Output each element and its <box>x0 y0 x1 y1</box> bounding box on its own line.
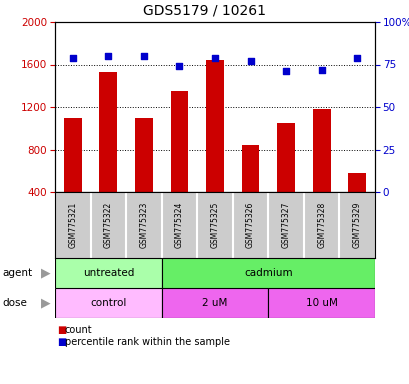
Point <box>282 68 289 74</box>
Point <box>353 55 360 61</box>
Text: GSM775327: GSM775327 <box>281 202 290 248</box>
Text: GSM775324: GSM775324 <box>175 202 184 248</box>
Bar <box>55 258 161 288</box>
Point <box>140 53 147 59</box>
Bar <box>99 72 117 192</box>
Text: 2 uM: 2 uM <box>202 298 227 308</box>
Bar <box>348 173 365 192</box>
Text: percentile rank within the sample: percentile rank within the sample <box>65 337 229 347</box>
Text: GSM775328: GSM775328 <box>317 202 326 248</box>
Bar <box>64 118 81 192</box>
Bar <box>312 109 330 192</box>
Text: control: control <box>90 298 126 308</box>
Text: agent: agent <box>2 268 32 278</box>
Bar <box>161 288 267 318</box>
Text: cadmium: cadmium <box>243 268 292 278</box>
Text: GSM775326: GSM775326 <box>245 202 254 248</box>
Point <box>70 55 76 61</box>
Bar <box>241 145 259 192</box>
Text: ■: ■ <box>57 325 66 335</box>
Text: dose: dose <box>2 298 27 308</box>
Text: ▶: ▶ <box>41 266 51 280</box>
Bar <box>161 258 374 288</box>
Point <box>211 55 218 61</box>
Text: GSM775322: GSM775322 <box>103 202 112 248</box>
Text: GSM775329: GSM775329 <box>352 202 361 248</box>
Text: ■: ■ <box>57 337 66 347</box>
Text: ▶: ▶ <box>41 296 51 310</box>
Text: GSM775325: GSM775325 <box>210 202 219 248</box>
Bar <box>170 91 188 192</box>
Bar <box>206 60 223 192</box>
Text: GSM775321: GSM775321 <box>68 202 77 248</box>
Text: count: count <box>65 325 92 335</box>
Text: GSM775323: GSM775323 <box>139 202 148 248</box>
Bar <box>135 118 153 192</box>
Point <box>318 66 324 73</box>
Point <box>105 53 111 59</box>
Bar <box>267 288 374 318</box>
Point <box>176 63 182 69</box>
Bar <box>276 123 294 192</box>
Bar <box>55 288 161 318</box>
Text: GDS5179 / 10261: GDS5179 / 10261 <box>143 4 266 18</box>
Text: 10 uM: 10 uM <box>305 298 337 308</box>
Point <box>247 58 253 64</box>
Text: untreated: untreated <box>83 268 134 278</box>
